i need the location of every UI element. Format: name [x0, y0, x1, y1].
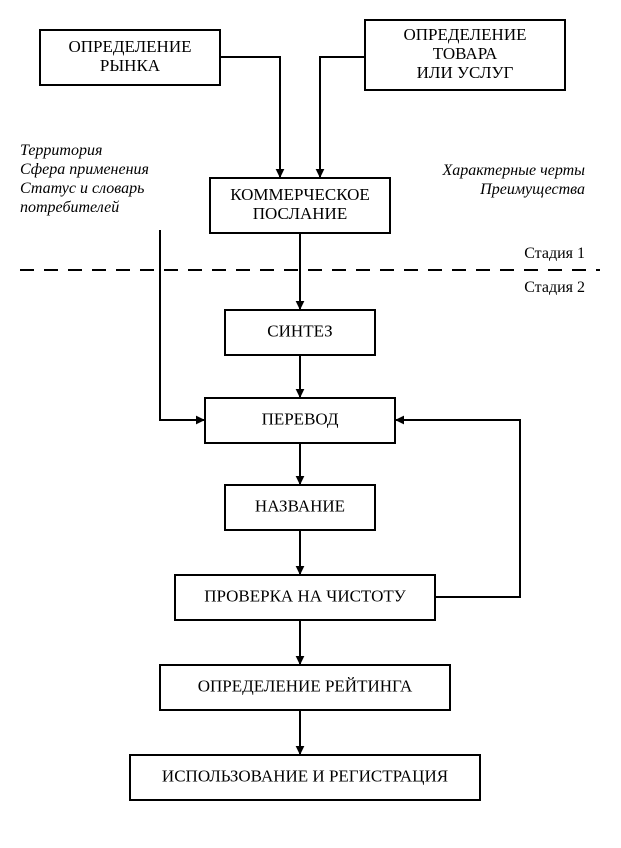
node-n_message-label-1: ПОСЛАНИЕ — [253, 204, 347, 223]
left-line-0: Территория — [20, 142, 102, 159]
right-line-1: Преимущества — [479, 181, 585, 198]
edge-e_market_msg — [220, 57, 280, 178]
arrowhead-e_trans_name — [296, 476, 305, 485]
node-n_product-label-0: ОПРЕДЕЛЕНИЕ — [403, 25, 526, 44]
node-n_rating: ОПРЕДЕЛЕНИЕ РЕЙТИНГА — [160, 665, 450, 710]
node-n_name: НАЗВАНИЕ — [225, 485, 375, 530]
stage1-label: Стадия 1 — [524, 245, 585, 262]
node-n_product-label-2: ИЛИ УСЛУГ — [417, 63, 514, 82]
edge-e_check_trans — [395, 420, 520, 597]
arrowhead-e_check_trans — [395, 416, 404, 425]
edge-e_product_msg — [320, 57, 365, 178]
node-n_product-label-1: ТОВАРА — [433, 44, 498, 63]
arrowhead-e_rate_use — [296, 746, 305, 755]
node-n_synth: СИНТЕЗ — [225, 310, 375, 355]
left-line-2: Статус и словарь — [20, 180, 144, 197]
arrowhead-e_product_msg — [316, 169, 325, 178]
node-n_use: ИСПОЛЬЗОВАНИЕ И РЕГИСТРАЦИЯ — [130, 755, 480, 800]
node-n_check-label-0: ПРОВЕРКА НА ЧИСТОТУ — [204, 586, 407, 605]
arrowhead-e_msg_synth — [296, 301, 305, 310]
node-n_check: ПРОВЕРКА НА ЧИСТОТУ — [175, 575, 435, 620]
arrowhead-e_market_msg — [276, 169, 285, 178]
edge-e_annot_trans — [160, 230, 205, 420]
right-line-0: Характерные черты — [442, 162, 586, 179]
node-n_market: ОПРЕДЕЛЕНИЕРЫНКА — [40, 30, 220, 85]
node-n_message: КОММЕРЧЕСКОЕПОСЛАНИЕ — [210, 178, 390, 233]
node-n_use-label-0: ИСПОЛЬЗОВАНИЕ И РЕГИСТРАЦИЯ — [162, 766, 448, 785]
node-n_message-label-0: КОММЕРЧЕСКОЕ — [230, 185, 370, 204]
arrowhead-e_synth_trans — [296, 389, 305, 398]
node-n_market-label-1: РЫНКА — [100, 56, 161, 75]
node-n_rating-label-0: ОПРЕДЕЛЕНИЕ РЕЙТИНГА — [198, 676, 413, 695]
node-n_product: ОПРЕДЕЛЕНИЕТОВАРАИЛИ УСЛУГ — [365, 20, 565, 90]
left-line-3: потребителей — [20, 199, 119, 216]
stage2-label: Стадия 2 — [524, 279, 585, 296]
flowchart-diagram: ОПРЕДЕЛЕНИЕРЫНКАОПРЕДЕЛЕНИЕТОВАРАИЛИ УСЛ… — [0, 0, 621, 848]
left-line-1: Сфера применения — [20, 161, 149, 178]
arrowhead-e_name_check — [296, 566, 305, 575]
node-n_trans-label-0: ПЕРЕВОД — [262, 409, 339, 428]
arrowhead-e_check_rate — [296, 656, 305, 665]
arrowhead-e_annot_trans — [196, 416, 205, 425]
node-n_trans: ПЕРЕВОД — [205, 398, 395, 443]
node-n_market-label-0: ОПРЕДЕЛЕНИЕ — [68, 37, 191, 56]
node-n_synth-label-0: СИНТЕЗ — [267, 321, 332, 340]
node-n_name-label-0: НАЗВАНИЕ — [255, 496, 345, 515]
